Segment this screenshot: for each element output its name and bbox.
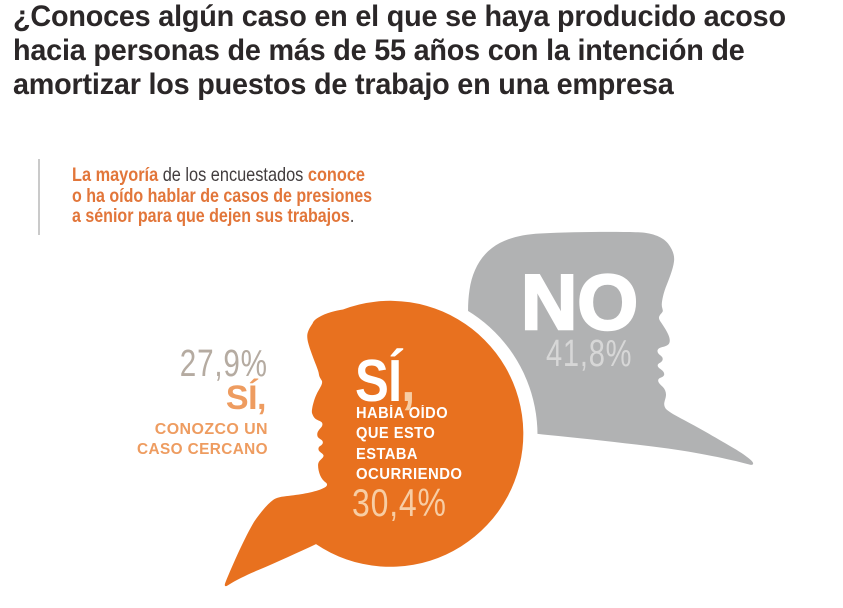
- summary-highlight-tail: conoce: [307, 163, 366, 186]
- si-close-sublabel-line-2: CASO CERCANO: [137, 440, 268, 458]
- answer-si-heard-value: 30,4%: [352, 484, 468, 523]
- summary-line3-period: .: [349, 205, 355, 228]
- answer-si-close-value: 27,9%: [0, 345, 268, 383]
- answer-si-heard-sublabel: HABÍA OÍDO QUE ESTO ESTABA OCURRIENDO: [356, 404, 467, 486]
- summary-line-3: a sénior para que dejen sus trabajos.: [72, 206, 372, 227]
- si-heard-sublabel-line-4: OCURRIENDO: [356, 466, 463, 484]
- summary-line-1: La mayoría de los encuestados conoce: [72, 163, 378, 186]
- si-close-value-text: 27,9%: [180, 342, 268, 385]
- si-heard-sublabel-line-2: QUE ESTO: [356, 425, 436, 443]
- title-line-3: amortizar los puestos de trabajo en una …: [13, 67, 674, 101]
- summary-highlight-lead: La mayoría: [72, 163, 159, 186]
- si-heard-sublabel-line-1: HABÍA OÍDO: [356, 405, 449, 422]
- answer-si-close-sublabel: CONOZCO UN CASO CERCANO: [0, 420, 268, 459]
- si-comma: ,: [401, 348, 415, 414]
- title-line-2: hacia personas de más de 55 años con la …: [13, 34, 745, 68]
- si-label-text: SÍ,: [355, 352, 415, 411]
- summary-line-2: o ha oído hablar de casos de presiones: [72, 184, 373, 207]
- answer-si-close-label: SÍ,: [225, 378, 267, 417]
- no-value-text: 41,8%: [546, 333, 633, 375]
- answer-no-label: NO: [520, 262, 640, 343]
- no-label-text: NO: [520, 258, 640, 346]
- answer-si-heard-label: SÍ,: [355, 352, 424, 411]
- si-heard-sublabel-line-3: ESTABA: [356, 445, 418, 463]
- si-close-sublabel-line-1: CONOZCO UN: [154, 421, 268, 439]
- survey-summary: La mayoría de los encuestados conoce o h…: [72, 163, 442, 227]
- summary-line3-orange: a sénior para que dejen sus trabajos: [72, 205, 350, 228]
- subtitle-accent-rule: [38, 159, 41, 235]
- si-word: SÍ: [355, 348, 402, 414]
- si-head-silhouette-icon: [224, 300, 524, 587]
- summary-dark-text: de los encuestados: [158, 163, 308, 186]
- no-head-silhouette-icon: [468, 231, 754, 465]
- survey-question-title: ¿Conoces algún caso en el que se haya pr…: [13, 0, 806, 101]
- title-line-1: ¿Conoces algún caso en el que se haya pr…: [13, 0, 786, 34]
- answer-no-value: 41,8%: [546, 335, 659, 373]
- si-heard-value-text: 30,4%: [352, 482, 447, 526]
